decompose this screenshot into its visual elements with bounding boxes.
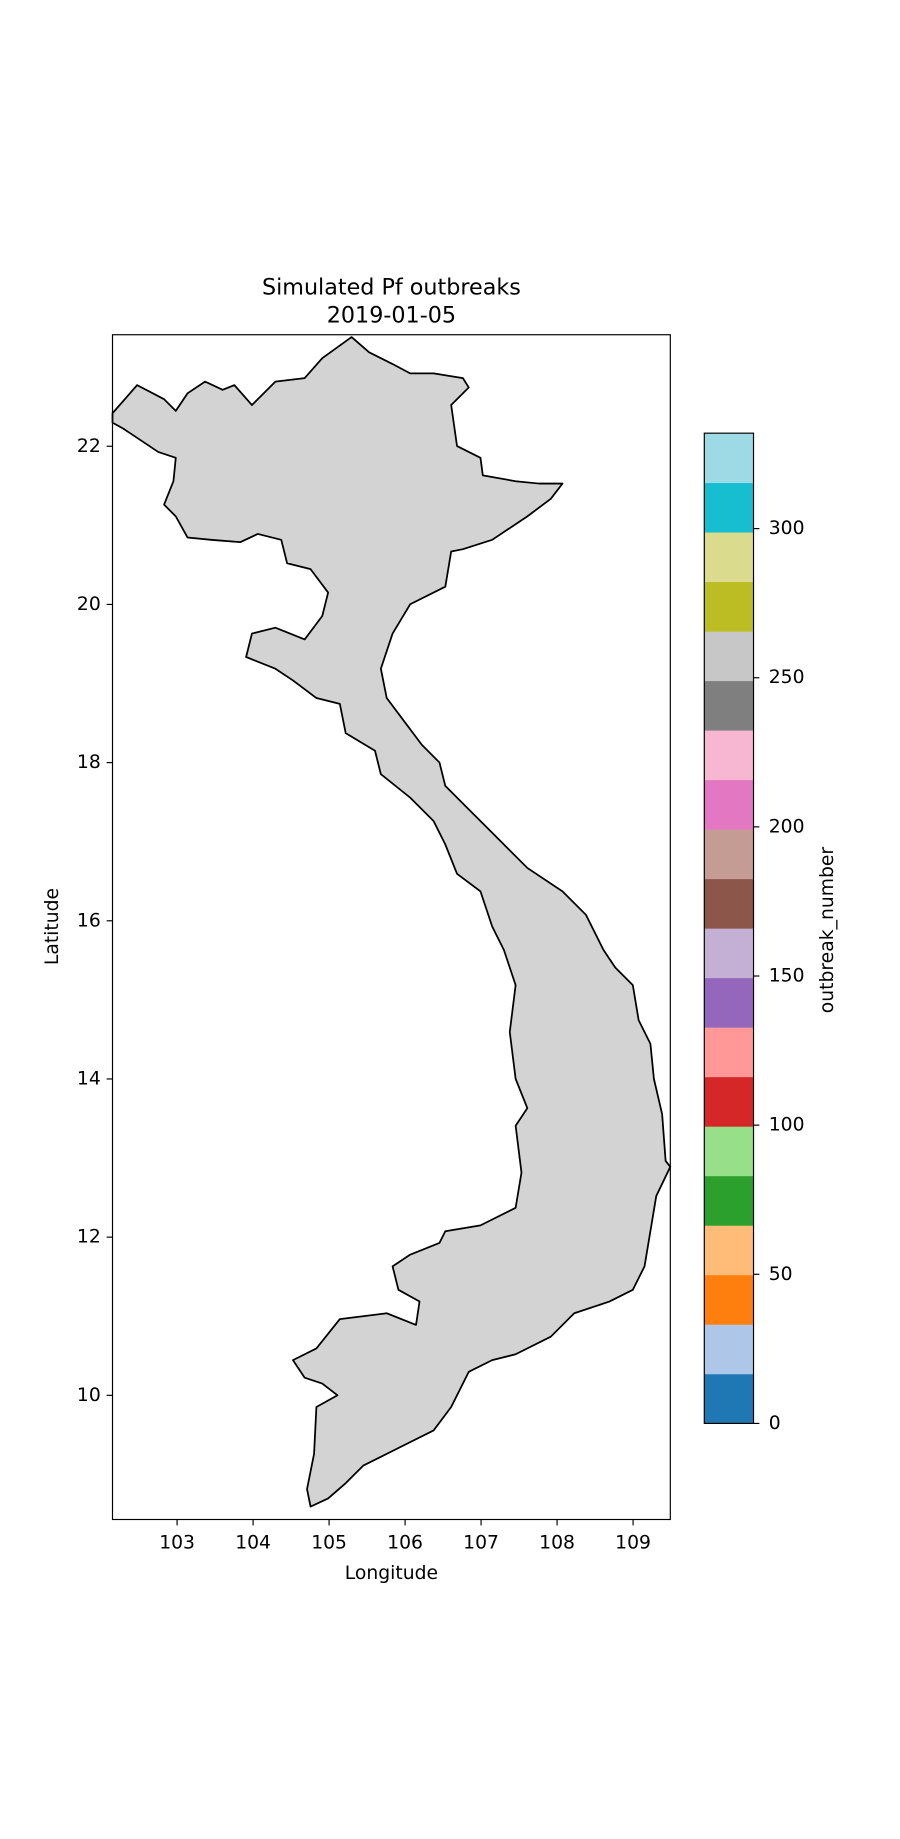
colorbar-tick-label: 300 (769, 518, 805, 539)
colorbar-tick-label: 250 (769, 667, 805, 688)
colorbar-segment (704, 581, 754, 632)
colorbar-segment (704, 928, 754, 979)
colorbar-segment (704, 829, 754, 880)
colorbar-segment (704, 433, 754, 484)
colorbar-tick-label: 0 (769, 1413, 781, 1434)
y-axis-label: Latitude (42, 888, 63, 965)
colorbar-label: outbreak_number (817, 847, 838, 1014)
colorbar-segment (704, 730, 754, 781)
x-tick-label: 108 (539, 1532, 575, 1553)
x-tick-label: 109 (615, 1532, 651, 1553)
plot-frame (111, 334, 671, 1521)
chart-subtitle: 2019-01-05 (327, 302, 456, 328)
chart-title: Simulated Pf outbreaks (262, 274, 521, 300)
country-shape (111, 336, 672, 1508)
colorbar-segment (704, 878, 754, 929)
y-tick-label: 16 (77, 910, 101, 931)
colorbar-tick-label: 150 (769, 966, 805, 987)
y-tick-label: 12 (77, 1227, 101, 1248)
x-tick-label: 107 (463, 1532, 499, 1553)
colorbar-segment (704, 1274, 754, 1325)
colorbar-tick-label: 50 (769, 1264, 793, 1285)
y-tick-label: 14 (77, 1068, 101, 1089)
y-tick-label: 10 (77, 1385, 101, 1406)
colorbar-segment (704, 680, 754, 731)
colorbar-segment (704, 1027, 754, 1078)
x-axis-label: Longitude (345, 1563, 438, 1584)
colorbar-frame (703, 432, 755, 1424)
x-tick-label: 103 (159, 1532, 195, 1553)
x-tick-label: 105 (311, 1532, 347, 1553)
colorbar-segment (704, 1126, 754, 1177)
colorbar-segment (704, 977, 754, 1028)
colorbar-segment (704, 1175, 754, 1226)
y-tick-label: 22 (77, 436, 101, 457)
colorbar-segment (704, 1225, 754, 1276)
colorbar-tick-label: 100 (769, 1115, 805, 1136)
y-tick-label: 20 (77, 594, 101, 615)
x-tick-label: 104 (235, 1532, 271, 1553)
colorbar-segment (704, 482, 754, 533)
colorbar-segment (704, 1076, 754, 1127)
colorbar-segment (704, 1324, 754, 1375)
colorbar-segment (704, 532, 754, 583)
colorbar-tick-label: 200 (769, 816, 805, 837)
y-tick-label: 18 (77, 752, 101, 773)
colorbar-segment (704, 1373, 754, 1424)
colorbar-segment (704, 631, 754, 682)
x-tick-label: 106 (387, 1532, 423, 1553)
colorbar-segment (704, 779, 754, 830)
